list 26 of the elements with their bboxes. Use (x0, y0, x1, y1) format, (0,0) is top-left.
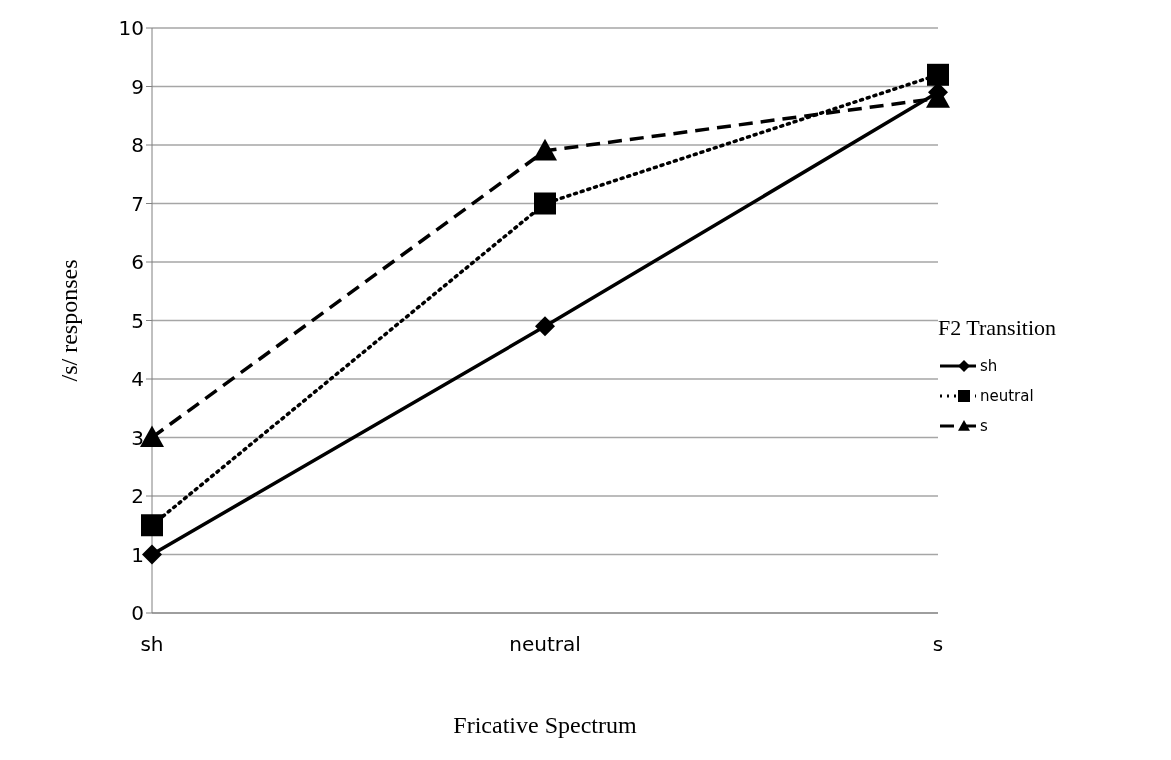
y-tick-label: 2 (131, 484, 144, 509)
y-tick-label: 7 (131, 191, 144, 216)
legend-label: neutral (980, 387, 1034, 405)
y-tick-label: 9 (131, 74, 144, 99)
legend-title: F2 Transition (938, 315, 1057, 341)
y-tick-label: 4 (131, 367, 144, 392)
point (533, 138, 557, 161)
y-tick-label: 10 (118, 16, 144, 41)
legend-label: s (980, 417, 988, 435)
y-tick-label: 3 (131, 425, 144, 450)
y-tick-label: 1 (131, 542, 144, 567)
x-axis-title: Fricative Spectrum (453, 712, 637, 738)
point (535, 316, 555, 337)
point (534, 192, 556, 215)
point (142, 544, 162, 565)
y-tick-label: 5 (131, 308, 144, 333)
x-tick-label: sh (140, 632, 164, 657)
point (141, 514, 163, 537)
y-axis-title: /s/ responses (55, 259, 82, 382)
point (927, 63, 949, 86)
x-tick-label: s (932, 632, 944, 657)
y-tick-label: 6 (131, 250, 144, 275)
y-tick-label: 0 (131, 601, 144, 626)
x-tick-label: neutral (509, 632, 581, 657)
y-tick-label: 8 (131, 133, 144, 158)
legend-label: sh (980, 357, 998, 375)
